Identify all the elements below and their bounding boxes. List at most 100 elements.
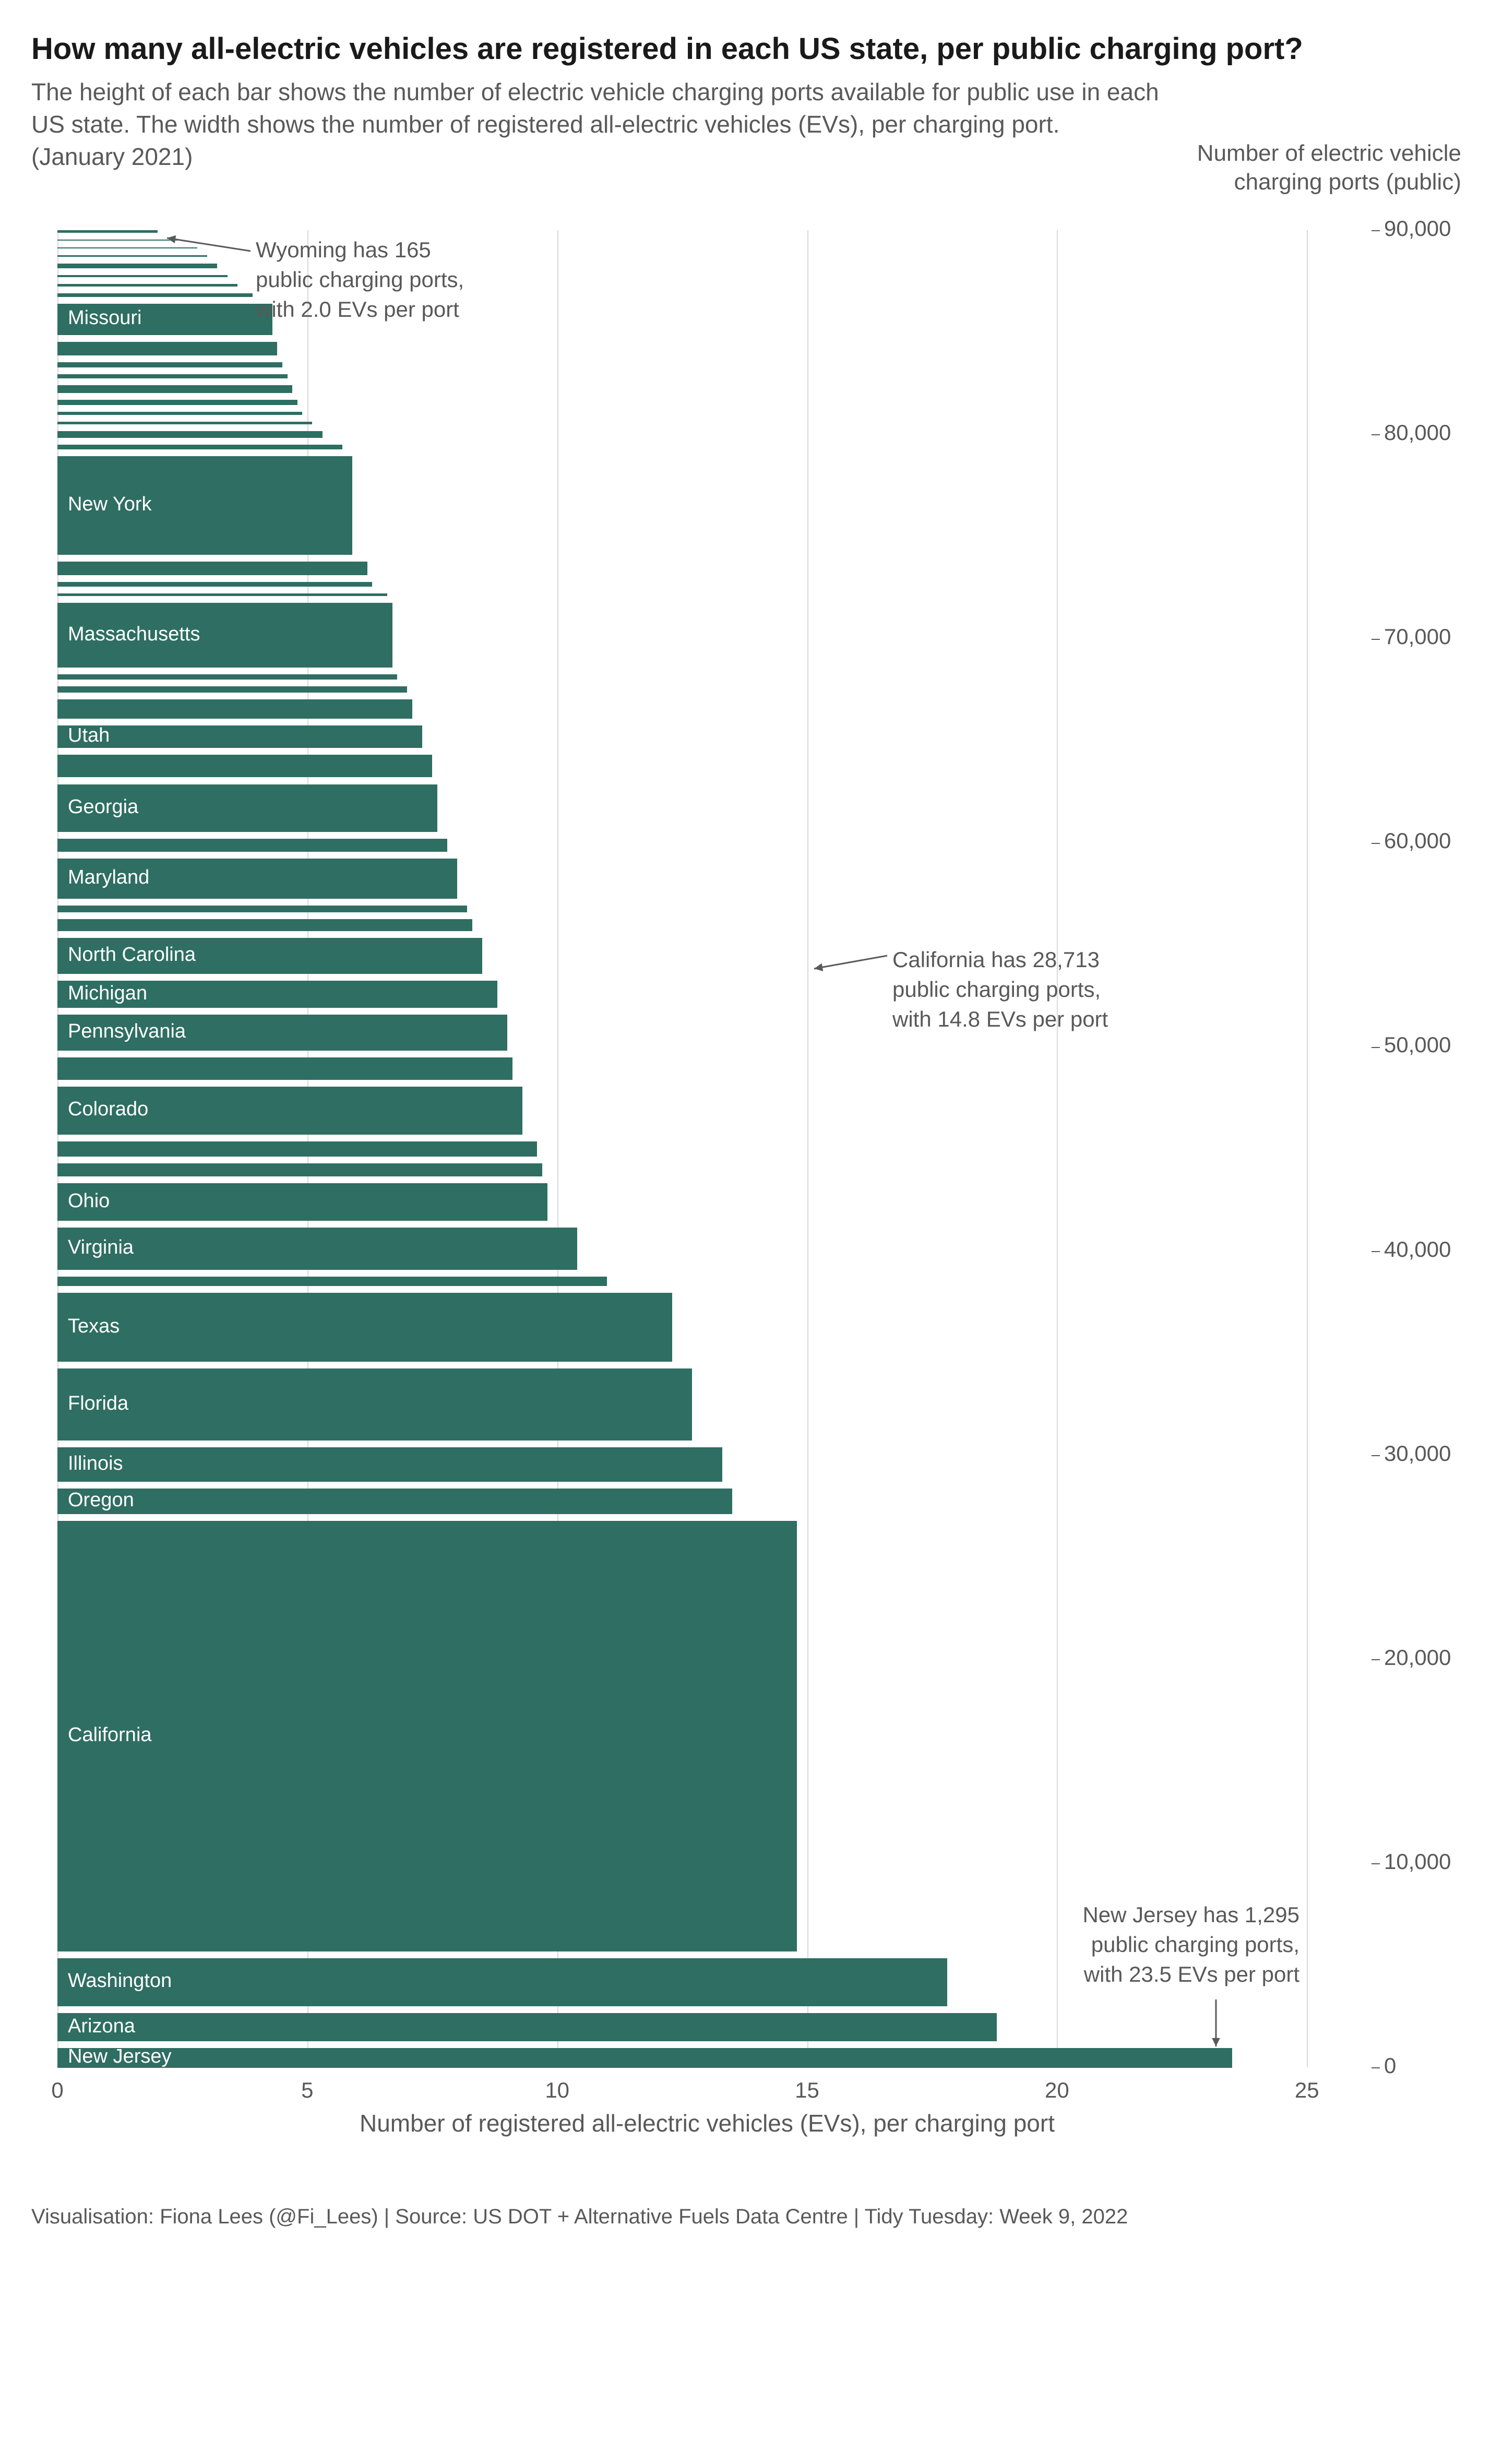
state-bar — [57, 293, 253, 297]
state-bar-label: Illinois — [68, 1453, 123, 1475]
state-bar — [57, 582, 372, 587]
y-tick-label: 80,000 — [1384, 420, 1451, 445]
state-bar — [57, 362, 282, 367]
y-tick-label: 0 — [1384, 2053, 1396, 2078]
state-bar — [57, 264, 217, 268]
y-tick-label: 70,000 — [1384, 624, 1451, 649]
state-bar-label: Michigan — [68, 982, 147, 1005]
state-bar-label: New York — [68, 493, 152, 516]
annotation-newjersey: New Jersey has 1,295public charging port… — [1039, 1900, 1299, 1989]
state-bar — [57, 1958, 947, 2006]
state-bar — [57, 1057, 512, 1080]
y-tick-mark — [1371, 1251, 1380, 1252]
x-tick-label: 15 — [776, 2078, 839, 2103]
state-bar-label: Washington — [68, 1970, 172, 1992]
state-bar — [57, 422, 312, 424]
x-tick-label: 0 — [26, 2078, 89, 2103]
state-bar — [57, 230, 158, 233]
state-bar — [57, 412, 302, 415]
x-tick-label: 25 — [1275, 2078, 1338, 2103]
state-bar — [57, 1277, 607, 1287]
state-bar — [57, 400, 297, 405]
state-bar — [57, 431, 323, 438]
y-tick-label: 60,000 — [1384, 828, 1451, 853]
y-tick-mark — [1371, 1659, 1380, 1660]
state-bar — [57, 374, 288, 379]
y-tick-mark — [1371, 1455, 1380, 1456]
state-bar-label: Ohio — [68, 1190, 110, 1212]
y-tick-mark — [1371, 434, 1380, 435]
state-bar-label: North Carolina — [68, 944, 196, 966]
state-bar — [57, 1447, 722, 1482]
state-bar-label: Arizona — [68, 2015, 135, 2038]
state-bar — [57, 1489, 732, 1514]
y-tick-label: 50,000 — [1384, 1032, 1451, 1057]
state-bar — [57, 247, 197, 248]
grid-line-x — [1057, 230, 1058, 2067]
state-bar-label: Utah — [68, 724, 110, 747]
y-tick-mark — [1371, 843, 1380, 844]
annotation-california: California has 28,713public charging por… — [892, 945, 1108, 1034]
state-bar — [57, 275, 228, 277]
x-axis-title: Number of registered all-electric vehicl… — [57, 2109, 1357, 2137]
state-bar — [57, 240, 177, 241]
state-bar-label: Massachusetts — [68, 623, 200, 646]
state-bar — [57, 593, 387, 597]
y-tick-label: 20,000 — [1384, 1645, 1451, 1670]
state-bar-label: Texas — [68, 1315, 120, 1338]
y-tick-mark — [1371, 2067, 1380, 2068]
grid-line-x — [1307, 230, 1308, 2067]
state-bar — [57, 674, 397, 680]
y-tick-label: 10,000 — [1384, 1849, 1451, 1874]
state-bar — [57, 2048, 1232, 2067]
annotation-wyoming: Wyoming has 165public charging ports,wit… — [256, 235, 464, 324]
page-subtitle: The height of each bar shows the number … — [31, 76, 1336, 173]
state-bar — [57, 342, 277, 355]
state-bar — [57, 1368, 692, 1441]
state-bar — [57, 1521, 797, 1951]
state-bar — [57, 906, 467, 912]
y-tick-mark — [1371, 639, 1380, 640]
state-bar — [57, 755, 432, 777]
grid-line-x — [807, 230, 808, 2067]
x-tick-label: 10 — [526, 2078, 589, 2103]
state-bar-label: Oregon — [68, 1489, 134, 1511]
state-bar — [57, 1163, 542, 1177]
chart-area: Number of electric vehiclecharging ports… — [31, 209, 1461, 2172]
state-bar-label: Florida — [68, 1392, 128, 1415]
state-bar — [57, 284, 237, 287]
caption: Visualisation: Fiona Lees (@Fi_Lees) | S… — [31, 2205, 1128, 2229]
state-bar — [57, 1293, 672, 1362]
state-bar — [57, 839, 447, 851]
state-bar — [57, 725, 422, 748]
page-title: How many all-electric vehicles are regis… — [31, 31, 1461, 66]
state-bar — [57, 699, 412, 719]
state-bar — [57, 686, 407, 693]
y-tick-mark — [1371, 1047, 1380, 1048]
state-bar — [57, 445, 342, 449]
state-bar — [57, 385, 292, 392]
state-bar-label: New Jersey — [68, 2045, 172, 2068]
y-tick-mark — [1371, 230, 1380, 231]
state-bar — [57, 562, 367, 575]
state-bar-label: Pennsylvania — [68, 1020, 186, 1043]
x-tick-label: 5 — [276, 2078, 339, 2103]
state-bar — [57, 1228, 577, 1269]
y-axis-title: Number of electric vehiclecharging ports… — [1197, 139, 1461, 196]
state-bar-label: Virginia — [68, 1236, 134, 1259]
state-bar — [57, 919, 472, 931]
state-bar — [57, 2013, 997, 2042]
state-bar — [57, 255, 207, 257]
y-tick-mark — [1371, 1863, 1380, 1864]
state-bar-label: California — [68, 1724, 152, 1746]
x-tick-label: 20 — [1025, 2078, 1088, 2103]
y-tick-label: 90,000 — [1384, 216, 1451, 241]
state-bar — [57, 1141, 537, 1157]
state-bar-label: Georgia — [68, 796, 138, 818]
y-tick-label: 40,000 — [1384, 1237, 1451, 1262]
state-bar-label: Colorado — [68, 1098, 148, 1121]
state-bar-label: Missouri — [68, 307, 141, 329]
y-tick-label: 30,000 — [1384, 1441, 1451, 1466]
state-bar — [57, 1183, 547, 1221]
state-bar-label: Maryland — [68, 866, 149, 889]
